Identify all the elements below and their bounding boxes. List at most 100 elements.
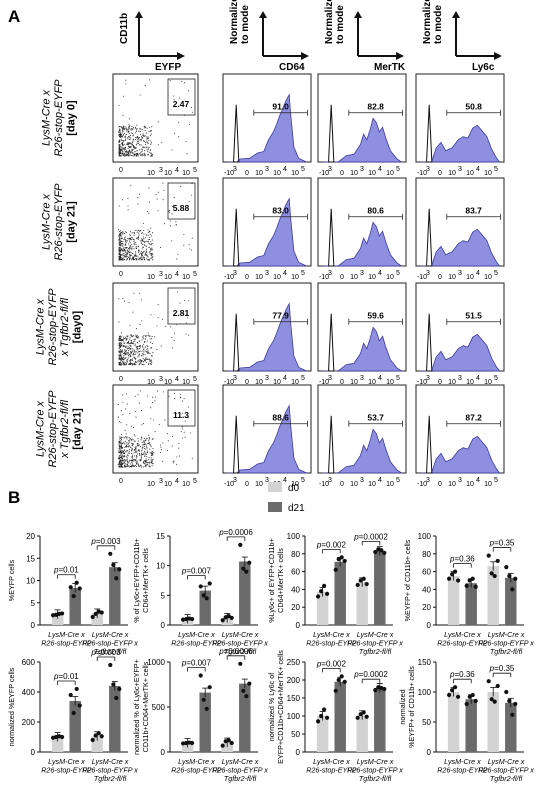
tick-label: -10 (319, 170, 329, 177)
dot (119, 254, 121, 256)
dot (121, 244, 123, 246)
dot (128, 138, 130, 140)
dot (159, 444, 162, 446)
dot (186, 153, 188, 155)
dot (131, 349, 133, 351)
dot (122, 141, 124, 143)
dot (120, 152, 122, 154)
dot (121, 447, 123, 450)
dot (148, 246, 150, 249)
pvalue-label: p=0.003 (90, 648, 121, 657)
dot (130, 363, 132, 365)
dot (136, 136, 138, 138)
dot (127, 152, 129, 154)
row-label-line: R26-stop-EYFP (53, 183, 65, 261)
dot (157, 304, 159, 306)
dot (123, 128, 125, 130)
dot (131, 125, 133, 127)
dot (141, 457, 143, 459)
dot (133, 460, 135, 462)
pvalue-label: p=0.0006 (218, 528, 253, 537)
tick-label: 10 (448, 481, 456, 488)
dot (130, 334, 132, 336)
dot (137, 356, 139, 358)
dot (123, 238, 125, 240)
data-point (204, 706, 209, 711)
dot (142, 346, 144, 348)
dot (122, 148, 124, 150)
dot (143, 229, 145, 232)
dot (125, 408, 127, 410)
dot (120, 343, 123, 345)
header-arrow-up (452, 11, 460, 18)
dot (162, 391, 164, 393)
dot (151, 396, 154, 398)
histogram-fill (420, 228, 501, 267)
dot (139, 347, 141, 350)
dot (179, 302, 181, 304)
dot (133, 155, 135, 157)
dot (140, 128, 142, 130)
histogram-fill (322, 221, 403, 267)
dot (146, 150, 149, 152)
dot (120, 344, 122, 346)
data-point (111, 562, 116, 568)
dot (123, 363, 125, 365)
tick-label: 10 (350, 481, 358, 488)
dot (126, 347, 128, 349)
dot (178, 443, 180, 445)
data-point (229, 615, 234, 620)
dot (151, 338, 153, 340)
dot (137, 361, 139, 363)
group-label: R26-stop-EYFP (306, 766, 357, 775)
y-tick-label: 0 (31, 748, 36, 757)
gate-value: 53.7 (367, 413, 384, 423)
group-label: R26-stop-EYFP x (347, 639, 403, 648)
dot (118, 247, 120, 250)
tick-label: 3 (233, 270, 237, 277)
tick-label: 10 (448, 379, 456, 386)
dot (119, 335, 121, 337)
dot (131, 149, 133, 151)
dot (147, 340, 149, 342)
dot (120, 443, 122, 445)
tick-label: 10 (386, 170, 394, 177)
dot (141, 353, 143, 355)
dot (156, 325, 158, 327)
header-arrow-right (396, 52, 404, 60)
dot (119, 136, 121, 139)
dot (124, 453, 126, 455)
dot (121, 199, 124, 201)
dot (142, 148, 144, 150)
dot (143, 448, 145, 450)
dot (153, 452, 155, 454)
tick-label: 0 (245, 481, 249, 488)
dot (141, 320, 143, 322)
bar (239, 683, 251, 752)
dot (136, 144, 138, 146)
dot (130, 237, 132, 239)
dot (127, 352, 129, 354)
dot (148, 230, 151, 232)
dot (118, 361, 120, 364)
y-tick-label: 0 (161, 621, 166, 630)
dot (139, 134, 142, 136)
dot (136, 342, 138, 344)
dot (147, 352, 149, 354)
dot-plot: 11.30 10 3 10 4 10 5 (112, 384, 199, 488)
dot (119, 241, 121, 243)
y-axis-label: %Ly6c+ of EYFP+CD11b+ (267, 538, 276, 623)
dot (119, 130, 121, 132)
group-label: LysM-Cre x (48, 630, 85, 639)
dot (149, 237, 151, 239)
group-label: R26-stop-EYFP x (478, 766, 534, 775)
dot (144, 127, 146, 129)
bar (91, 613, 103, 625)
dot (119, 338, 121, 340)
dot (126, 250, 128, 252)
dot (118, 236, 120, 238)
dot (139, 454, 141, 457)
y-tick-label: 500 (152, 703, 166, 712)
